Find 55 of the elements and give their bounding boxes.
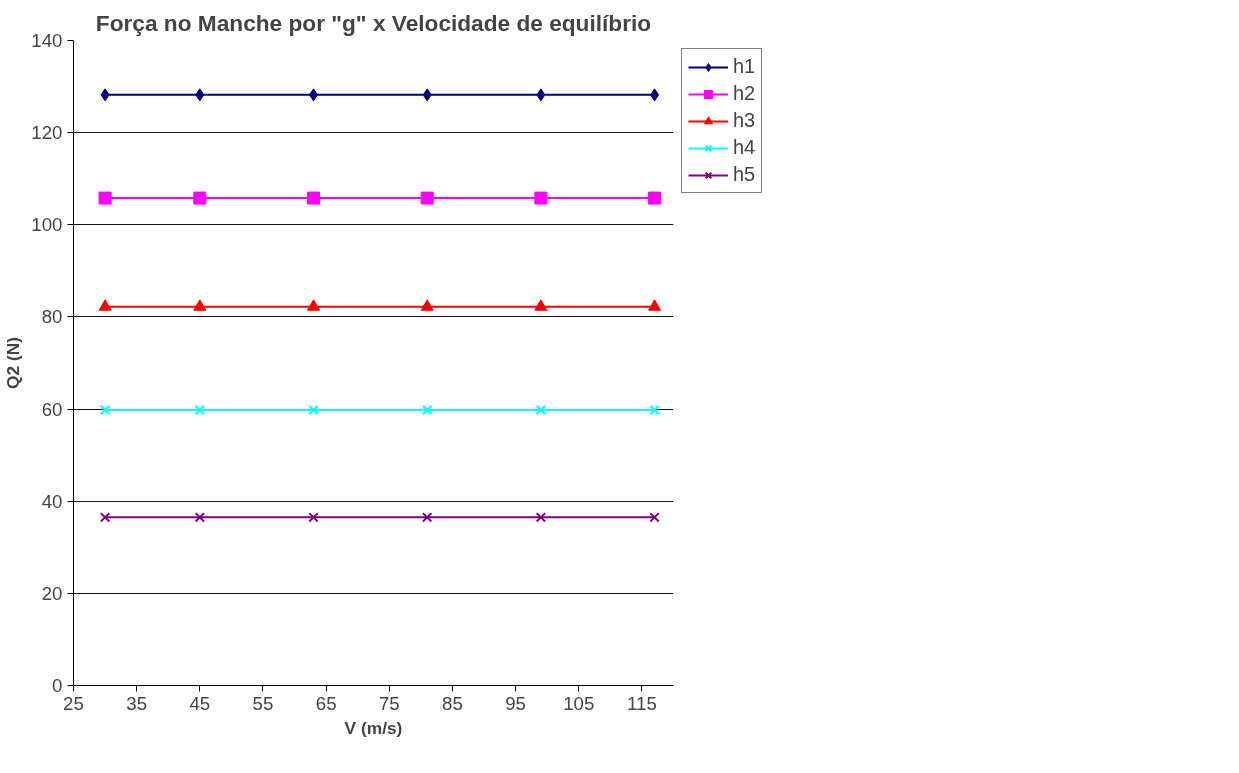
point (534, 191, 548, 205)
point (649, 404, 660, 416)
point (98, 191, 112, 205)
point (650, 88, 660, 102)
y-tick-label: 40 (41, 490, 63, 512)
point (307, 191, 320, 205)
y-tick-label: 120 (31, 122, 63, 144)
legend-label: h5 (733, 163, 756, 186)
point (536, 88, 546, 102)
y-tick-label: 60 (41, 398, 63, 420)
point (648, 299, 662, 311)
legend-label: h3 (733, 109, 756, 132)
point (421, 404, 433, 416)
point (534, 299, 548, 311)
point (99, 404, 111, 416)
x-tick-label: 45 (189, 692, 211, 714)
point (421, 512, 433, 523)
point (98, 299, 112, 311)
point (99, 512, 111, 523)
legend-label: h1 (733, 55, 756, 78)
point (308, 404, 319, 416)
x-tick-label: 115 (627, 692, 657, 714)
legend-label: h2 (733, 82, 756, 105)
x-axis-title: V (m/s) (344, 717, 403, 738)
point (307, 299, 320, 311)
y-tick-label: 100 (31, 214, 63, 236)
point (193, 299, 207, 311)
point (193, 191, 207, 205)
x-tick-label: 95 (505, 692, 526, 714)
y-tick-label: 140 (31, 30, 63, 51)
y-tick-label: 80 (41, 306, 63, 328)
x-tick-label: 85 (442, 692, 463, 714)
point (649, 512, 660, 523)
y-axis-title: Q2 (N) (3, 336, 24, 389)
x-tick-label: 55 (252, 692, 274, 714)
x-tick-label: 25 (63, 692, 84, 714)
point (195, 88, 205, 102)
point (308, 512, 319, 523)
point (194, 404, 206, 416)
y-tick-label: 0 (52, 675, 63, 696)
point (535, 404, 547, 416)
point (535, 512, 547, 523)
point (420, 191, 434, 205)
chart-title: Força no Manche por "g" x Velocidade de equilíbrio (95, 9, 652, 36)
point (648, 191, 662, 205)
point (100, 88, 110, 102)
x-tick-label: 105 (563, 692, 595, 714)
point (420, 299, 434, 311)
legend-label: h4 (733, 136, 756, 159)
y-tick-label: 20 (41, 582, 63, 604)
point (422, 88, 432, 102)
point (194, 512, 206, 523)
x-tick-label: 35 (126, 692, 148, 714)
x-tick-label: 65 (315, 692, 337, 714)
x-tick-label: 75 (378, 692, 400, 714)
